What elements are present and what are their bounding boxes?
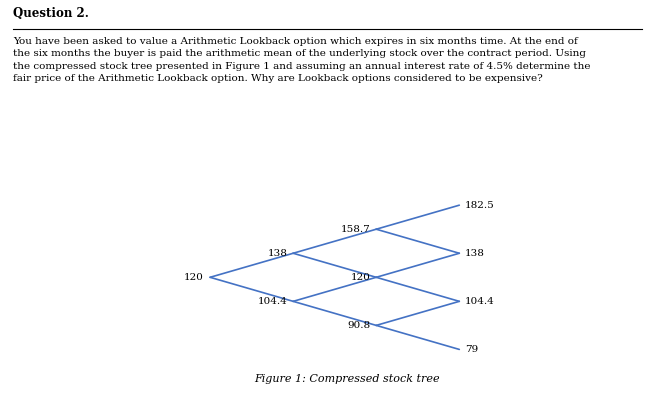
Text: 104.4: 104.4 bbox=[257, 297, 288, 306]
Text: Figure 1: Compressed stock tree: Figure 1: Compressed stock tree bbox=[254, 374, 440, 384]
Text: 138: 138 bbox=[465, 249, 485, 258]
Text: 79: 79 bbox=[465, 345, 478, 354]
Text: 120: 120 bbox=[183, 273, 204, 282]
Text: Question 2.: Question 2. bbox=[13, 7, 89, 20]
Text: 90.8: 90.8 bbox=[347, 321, 371, 330]
Text: 104.4: 104.4 bbox=[465, 297, 495, 306]
Text: 138: 138 bbox=[267, 249, 288, 258]
Text: 182.5: 182.5 bbox=[465, 201, 495, 210]
Text: You have been asked to value a Arithmetic Lookback option which expires in six m: You have been asked to value a Arithmeti… bbox=[13, 38, 591, 83]
Text: 158.7: 158.7 bbox=[341, 225, 371, 234]
Text: 120: 120 bbox=[350, 273, 371, 282]
